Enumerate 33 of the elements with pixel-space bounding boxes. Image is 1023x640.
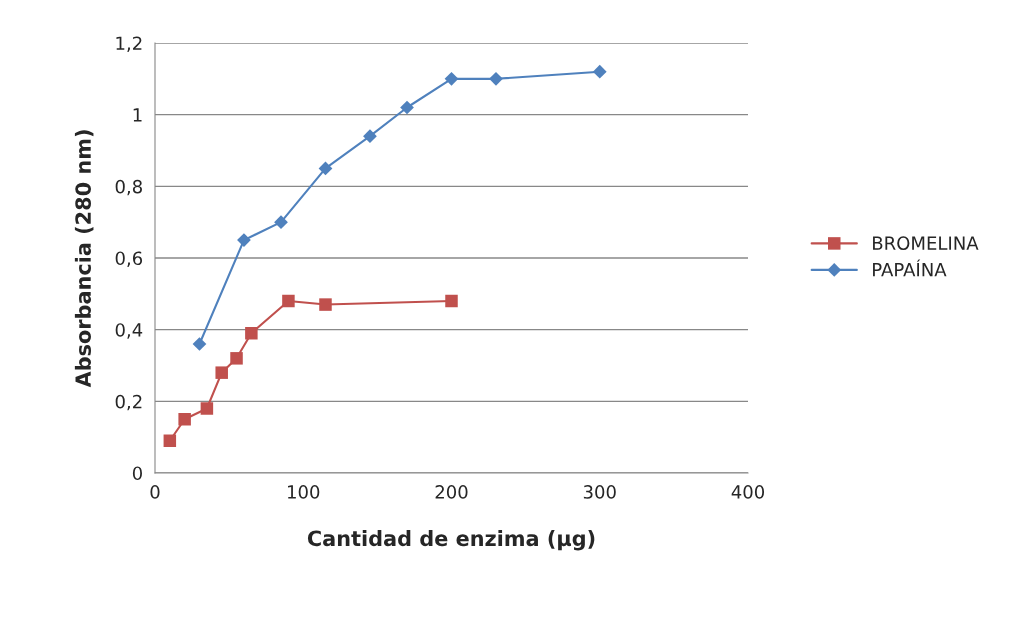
- x-tick-label: 200: [435, 485, 468, 499]
- point: [445, 294, 458, 308]
- point: [282, 294, 295, 308]
- legend-label: BROMELINA: [873, 236, 979, 250]
- y-tick-label: 1: [133, 108, 142, 122]
- y-tick-label: 0: [132, 466, 142, 481]
- point: [400, 100, 414, 115]
- x-axis-title: Cantidad de enzima (µg): [307, 530, 595, 551]
- point: [192, 337, 207, 351]
- point: [245, 327, 258, 340]
- point: [230, 352, 243, 365]
- x-tick-label: 300: [583, 485, 616, 499]
- point: [274, 215, 288, 230]
- y-tick-label: 0,2: [115, 394, 142, 411]
- x-tick-label: 400: [731, 485, 765, 499]
- x-tick-label: 100: [288, 485, 320, 499]
- legend-label: PAPAÍNA: [873, 259, 947, 277]
- y-tick-label: 0,6: [115, 251, 143, 267]
- point: [489, 71, 503, 86]
- y-tick-label: 1,2: [116, 36, 142, 52]
- point: [163, 434, 177, 447]
- point: [215, 366, 228, 379]
- point: [319, 298, 332, 311]
- point: [363, 129, 377, 144]
- point: [444, 71, 459, 86]
- x-tick-label: 0: [150, 485, 160, 499]
- point: [237, 233, 251, 247]
- y-tick-label: 0,4: [115, 323, 143, 339]
- y-axis-title: Absorbancia (280 nm): [74, 130, 94, 388]
- point: [178, 413, 191, 426]
- point: [200, 402, 214, 415]
- y-tick-label: 0,8: [115, 179, 142, 196]
- point: [592, 64, 607, 79]
